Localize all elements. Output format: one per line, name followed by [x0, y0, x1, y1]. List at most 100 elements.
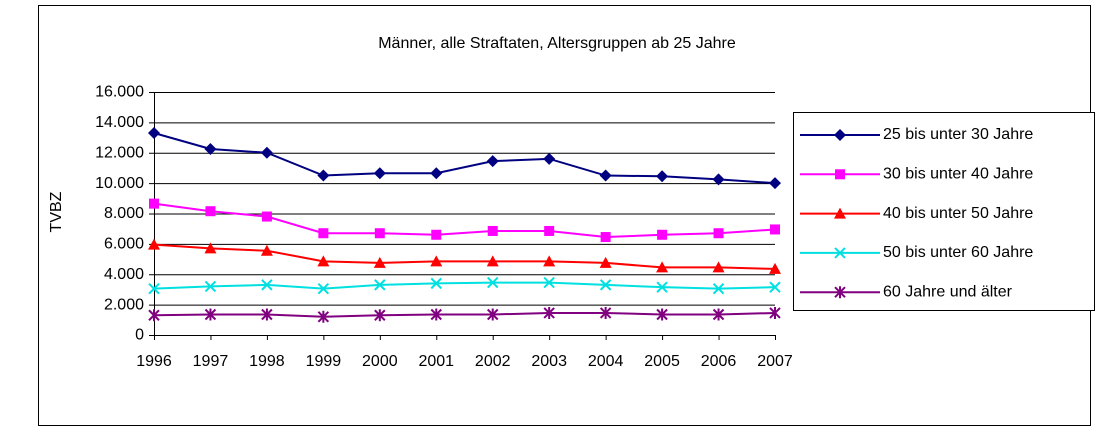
data-point: [712, 282, 725, 295]
data-point: [713, 228, 724, 239]
x-tick-label: 2006: [701, 353, 737, 370]
data-point: [148, 309, 160, 322]
data-point: [204, 280, 217, 293]
data-point: [712, 173, 725, 186]
data-point: [374, 279, 386, 291]
data-point: [769, 177, 781, 190]
data-point: [487, 308, 499, 321]
x-tick-label: 2002: [475, 353, 511, 370]
legend-marker: [834, 286, 846, 299]
x-tick-label: 1999: [306, 353, 342, 370]
series-line: [153, 281, 776, 290]
legend-marker: [834, 129, 846, 141]
data-point: [769, 306, 781, 319]
data-point: [148, 127, 160, 140]
data-point: [260, 244, 273, 256]
data-point: [430, 308, 442, 321]
data-point: [317, 310, 330, 323]
x-tick-label: 2000: [362, 353, 398, 370]
data-point: [599, 279, 612, 291]
legend-label: 60 Jahre und älter: [883, 283, 1013, 300]
data-point: [656, 281, 668, 293]
data-point: [430, 277, 442, 290]
legend-marker: [834, 247, 846, 259]
y-tick-label: 6.000: [104, 236, 144, 253]
x-tick-label: 1998: [249, 353, 285, 370]
data-point: [600, 232, 611, 243]
y-tick-label: 12.000: [95, 144, 144, 161]
y-tick-label: 2.000: [104, 296, 144, 313]
series-line: [153, 243, 776, 270]
data-point: [657, 229, 668, 240]
data-point: [770, 224, 780, 235]
chart-title: Männer, alle Straftaten, Altersgruppen a…: [378, 35, 736, 52]
data-point: [769, 262, 781, 274]
data-point: [148, 238, 160, 250]
data-point: [543, 306, 555, 319]
series-line: [153, 311, 776, 318]
x-tick-label: 2005: [644, 353, 680, 370]
data-point: [374, 228, 385, 239]
data-point: [712, 308, 725, 321]
data-point: [769, 281, 781, 293]
data-point: [204, 242, 217, 254]
legend-label: 40 bis unter 50 Jahre: [883, 205, 1033, 222]
x-tick-label: 2003: [531, 353, 567, 370]
y-tick-label: 16.000: [95, 84, 144, 101]
data-point: [656, 261, 669, 273]
data-point: [204, 308, 217, 321]
data-point: [656, 308, 668, 321]
data-point: [430, 255, 443, 267]
data-point: [261, 211, 272, 222]
y-tick-label: 10.000: [95, 175, 144, 192]
data-point: [486, 155, 499, 168]
data-point: [431, 229, 442, 240]
data-point: [430, 167, 443, 180]
data-point: [543, 276, 555, 289]
data-point: [204, 142, 217, 155]
data-point: [599, 256, 612, 268]
data-point: [599, 169, 612, 182]
data-point: [656, 170, 669, 183]
x-tick-label: 2007: [757, 353, 793, 370]
legend-label: 30 bis unter 40 Jahre: [883, 166, 1033, 183]
legend: [793, 112, 1095, 311]
y-tick-label: 14.000: [95, 114, 144, 131]
data-point: [260, 146, 273, 159]
data-point: [543, 152, 556, 165]
data-point: [374, 309, 386, 322]
data-point: [373, 256, 386, 268]
x-tick-label: 2001: [418, 353, 454, 370]
data-point: [149, 198, 159, 209]
data-point: [261, 279, 273, 291]
y-tick-label: 4.000: [104, 266, 144, 283]
data-point: [543, 255, 556, 267]
y-tick-label: 0: [135, 327, 144, 344]
legend-marker: [835, 169, 845, 180]
data-point: [544, 225, 555, 236]
data-point: [487, 225, 498, 236]
y-tick-label: 8.000: [104, 205, 144, 222]
data-point: [599, 306, 612, 319]
data-point: [487, 276, 499, 289]
legend-label: 50 bis unter 60 Jahre: [883, 244, 1033, 261]
series-line: [153, 202, 776, 239]
x-tick-label: 1996: [136, 353, 172, 370]
legend-label: 25 bis unter 30 Jahre: [883, 126, 1033, 143]
data-point: [261, 308, 273, 321]
y-axis-label: TVBZ: [48, 191, 65, 232]
legend-marker: [834, 207, 846, 219]
x-tick-label: 1997: [193, 353, 229, 370]
x-tick-label: 2004: [588, 353, 624, 370]
data-point: [317, 282, 330, 295]
data-point: [373, 167, 386, 180]
data-point: [317, 255, 330, 267]
data-point: [205, 206, 216, 217]
data-point: [486, 255, 499, 267]
series-line: [153, 132, 776, 185]
data-point: [148, 282, 160, 295]
data-point: [712, 261, 725, 273]
data-point: [318, 228, 329, 239]
data-point: [317, 169, 330, 182]
